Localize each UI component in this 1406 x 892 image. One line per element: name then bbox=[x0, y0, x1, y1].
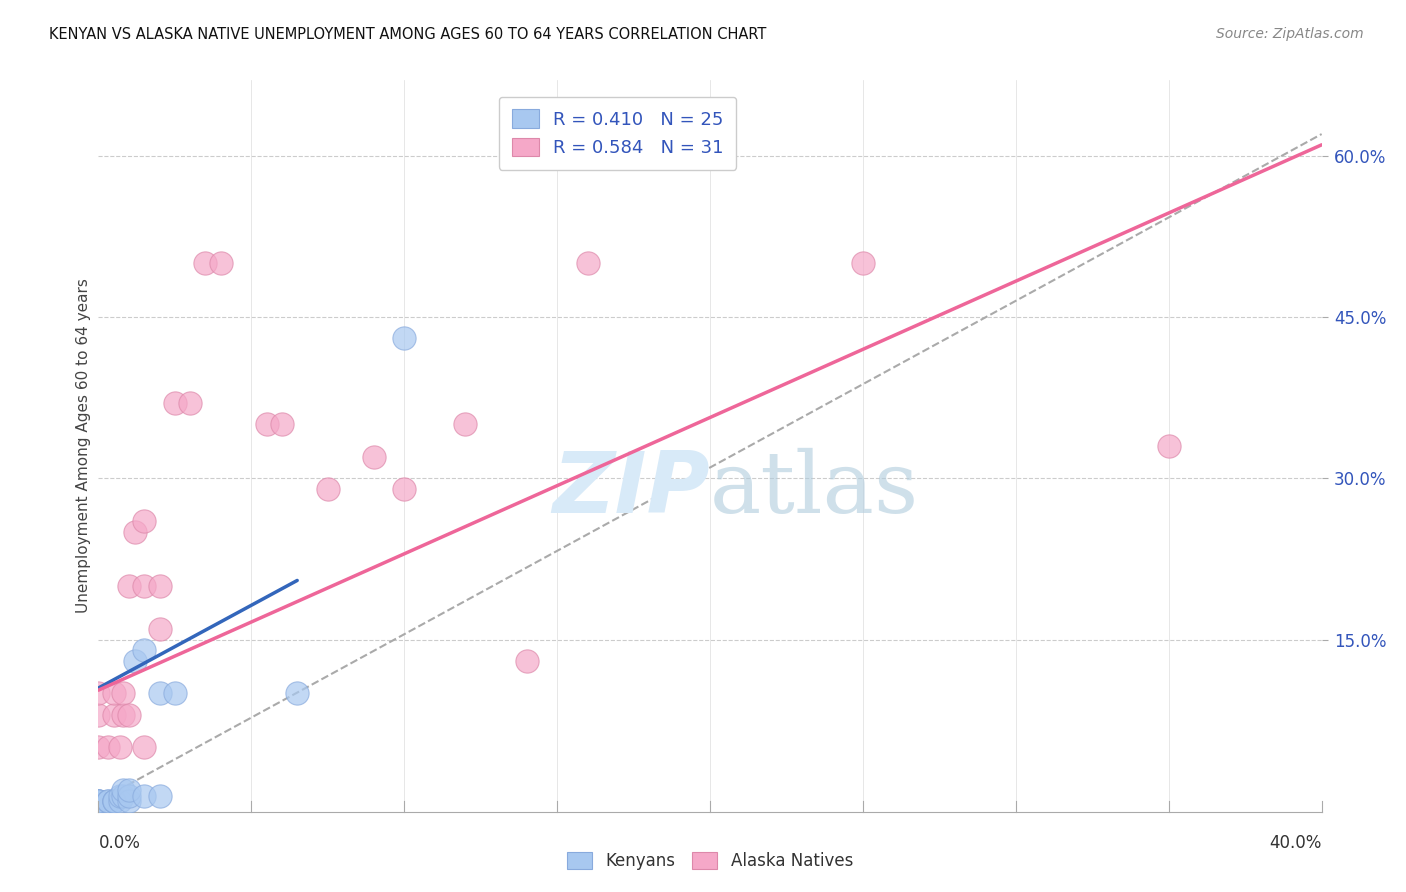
Point bbox=[392, 482, 416, 496]
Point bbox=[111, 789, 134, 803]
Point bbox=[363, 450, 385, 464]
Point bbox=[103, 686, 125, 700]
Point bbox=[87, 686, 110, 700]
Point bbox=[316, 482, 339, 496]
Point bbox=[134, 579, 156, 593]
Point bbox=[124, 524, 146, 539]
Point bbox=[111, 707, 134, 722]
Point bbox=[270, 417, 292, 432]
Point bbox=[97, 794, 120, 808]
Point bbox=[256, 417, 278, 432]
Point bbox=[118, 783, 141, 797]
Point bbox=[149, 789, 172, 803]
Point bbox=[852, 256, 875, 270]
Point bbox=[108, 789, 131, 803]
Point bbox=[103, 794, 125, 808]
Point bbox=[163, 396, 186, 410]
Point bbox=[149, 686, 172, 700]
Text: ZIP: ZIP bbox=[553, 449, 710, 532]
Point bbox=[87, 740, 110, 755]
Text: atlas: atlas bbox=[710, 449, 920, 532]
Point bbox=[124, 654, 146, 668]
Text: Source: ZipAtlas.com: Source: ZipAtlas.com bbox=[1216, 27, 1364, 41]
Point bbox=[209, 256, 232, 270]
Text: 40.0%: 40.0% bbox=[1270, 834, 1322, 852]
Point bbox=[134, 514, 156, 528]
Point bbox=[87, 707, 110, 722]
Point bbox=[516, 654, 538, 668]
Point bbox=[97, 794, 120, 808]
Text: 0.0%: 0.0% bbox=[98, 834, 141, 852]
Point bbox=[194, 256, 217, 270]
Point bbox=[454, 417, 477, 432]
Point bbox=[118, 707, 141, 722]
Point bbox=[134, 789, 156, 803]
Point bbox=[149, 622, 172, 636]
Point bbox=[108, 794, 131, 808]
Point bbox=[392, 331, 416, 345]
Point bbox=[97, 740, 120, 755]
Point bbox=[118, 794, 141, 808]
Point bbox=[103, 707, 125, 722]
Point bbox=[118, 789, 141, 803]
Y-axis label: Unemployment Among Ages 60 to 64 years: Unemployment Among Ages 60 to 64 years bbox=[76, 278, 91, 614]
Point bbox=[149, 579, 172, 593]
Point bbox=[108, 740, 131, 755]
Point bbox=[87, 794, 110, 808]
Point bbox=[118, 579, 141, 593]
Point bbox=[103, 794, 125, 808]
Point bbox=[111, 783, 134, 797]
Legend: Kenyans, Alaska Natives: Kenyans, Alaska Natives bbox=[561, 845, 859, 877]
Point bbox=[87, 794, 110, 808]
Point bbox=[87, 794, 110, 808]
Point bbox=[1157, 439, 1180, 453]
Point bbox=[111, 686, 134, 700]
Point bbox=[179, 396, 201, 410]
Text: KENYAN VS ALASKA NATIVE UNEMPLOYMENT AMONG AGES 60 TO 64 YEARS CORRELATION CHART: KENYAN VS ALASKA NATIVE UNEMPLOYMENT AMO… bbox=[49, 27, 766, 42]
Point bbox=[103, 794, 125, 808]
Point bbox=[87, 794, 110, 808]
Point bbox=[87, 794, 110, 808]
Point bbox=[285, 686, 308, 700]
Point bbox=[576, 256, 599, 270]
Point bbox=[163, 686, 186, 700]
Point bbox=[134, 740, 156, 755]
Point bbox=[134, 643, 156, 657]
